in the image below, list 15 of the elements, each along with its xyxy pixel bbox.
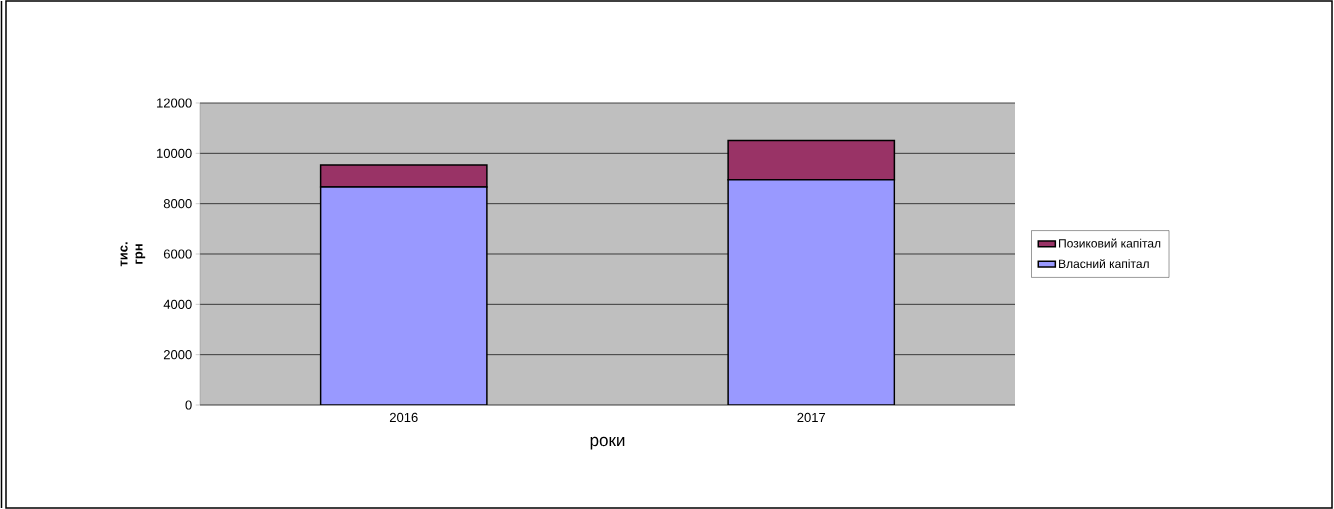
y-tick-label: 4000 <box>163 299 192 309</box>
y-tick-label: 2000 <box>163 350 192 360</box>
y-tick-label: 8000 <box>163 199 192 209</box>
legend-label: Позиковий капітал <box>1059 238 1161 248</box>
x-tick-label: 2016 <box>389 412 418 422</box>
x-tick-label: 2017 <box>797 412 826 422</box>
y-axis-title: тис. грн <box>120 242 146 267</box>
y-tick-label: 0 <box>185 400 192 410</box>
y-tick-label: 10000 <box>157 148 192 158</box>
y-tick-label: 12000 <box>157 98 192 108</box>
x-axis-title: роки <box>590 436 625 450</box>
bar <box>727 179 896 405</box>
y-tick-label: 6000 <box>163 249 192 259</box>
bar <box>319 186 488 405</box>
legend-label: Власний капітал <box>1059 259 1149 269</box>
